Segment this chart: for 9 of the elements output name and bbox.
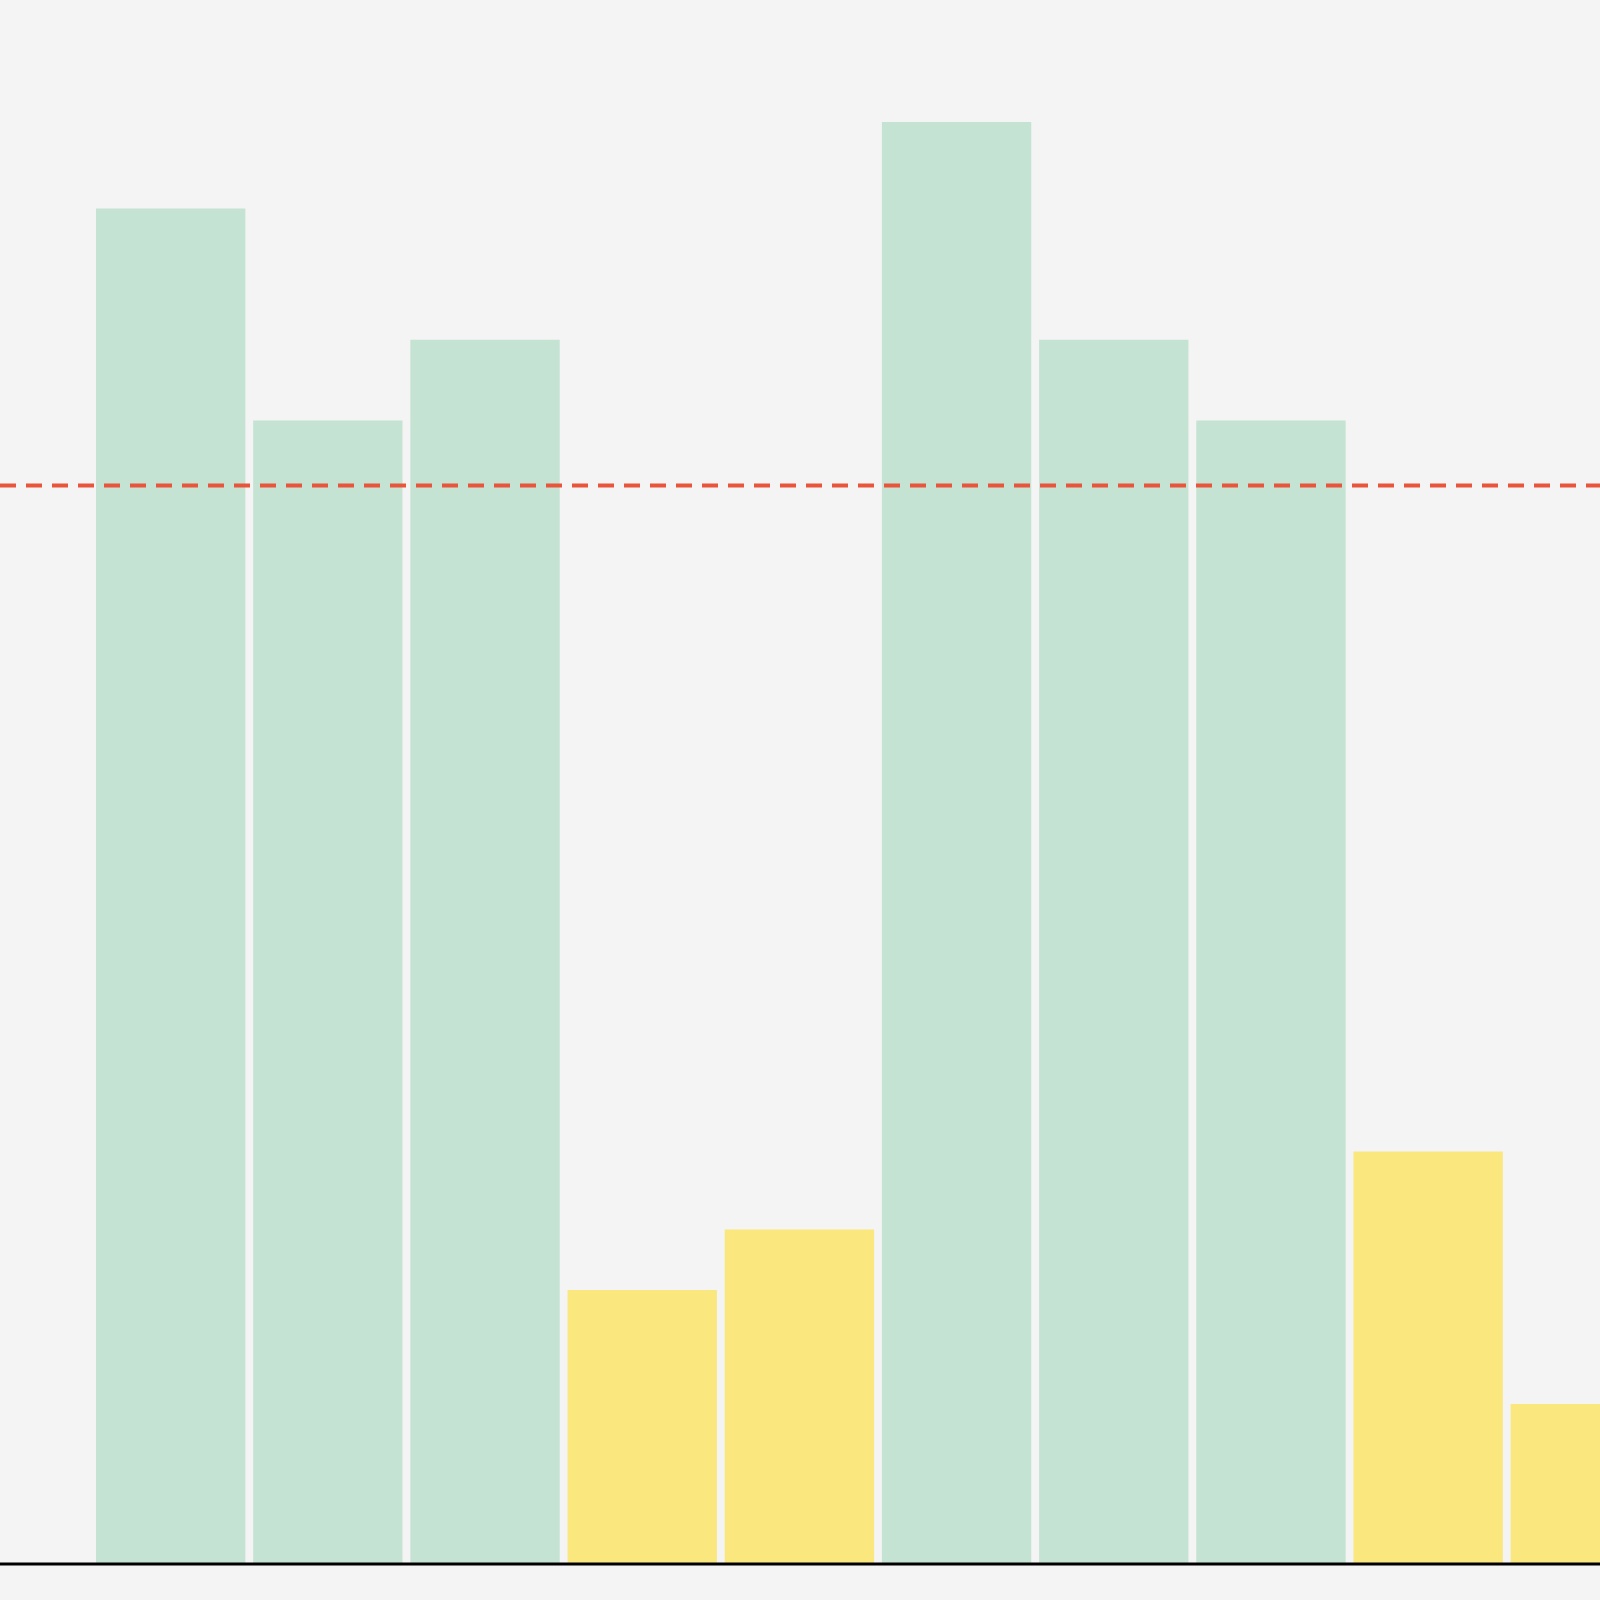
bar: [881, 122, 1032, 1564]
bar: [410, 339, 560, 1564]
bar: [96, 208, 246, 1564]
bar: [1196, 420, 1346, 1564]
bar: [253, 420, 403, 1564]
bar: [724, 1229, 875, 1564]
bar: [1039, 339, 1189, 1564]
bar: [567, 1290, 717, 1564]
bar: [1353, 1151, 1503, 1564]
